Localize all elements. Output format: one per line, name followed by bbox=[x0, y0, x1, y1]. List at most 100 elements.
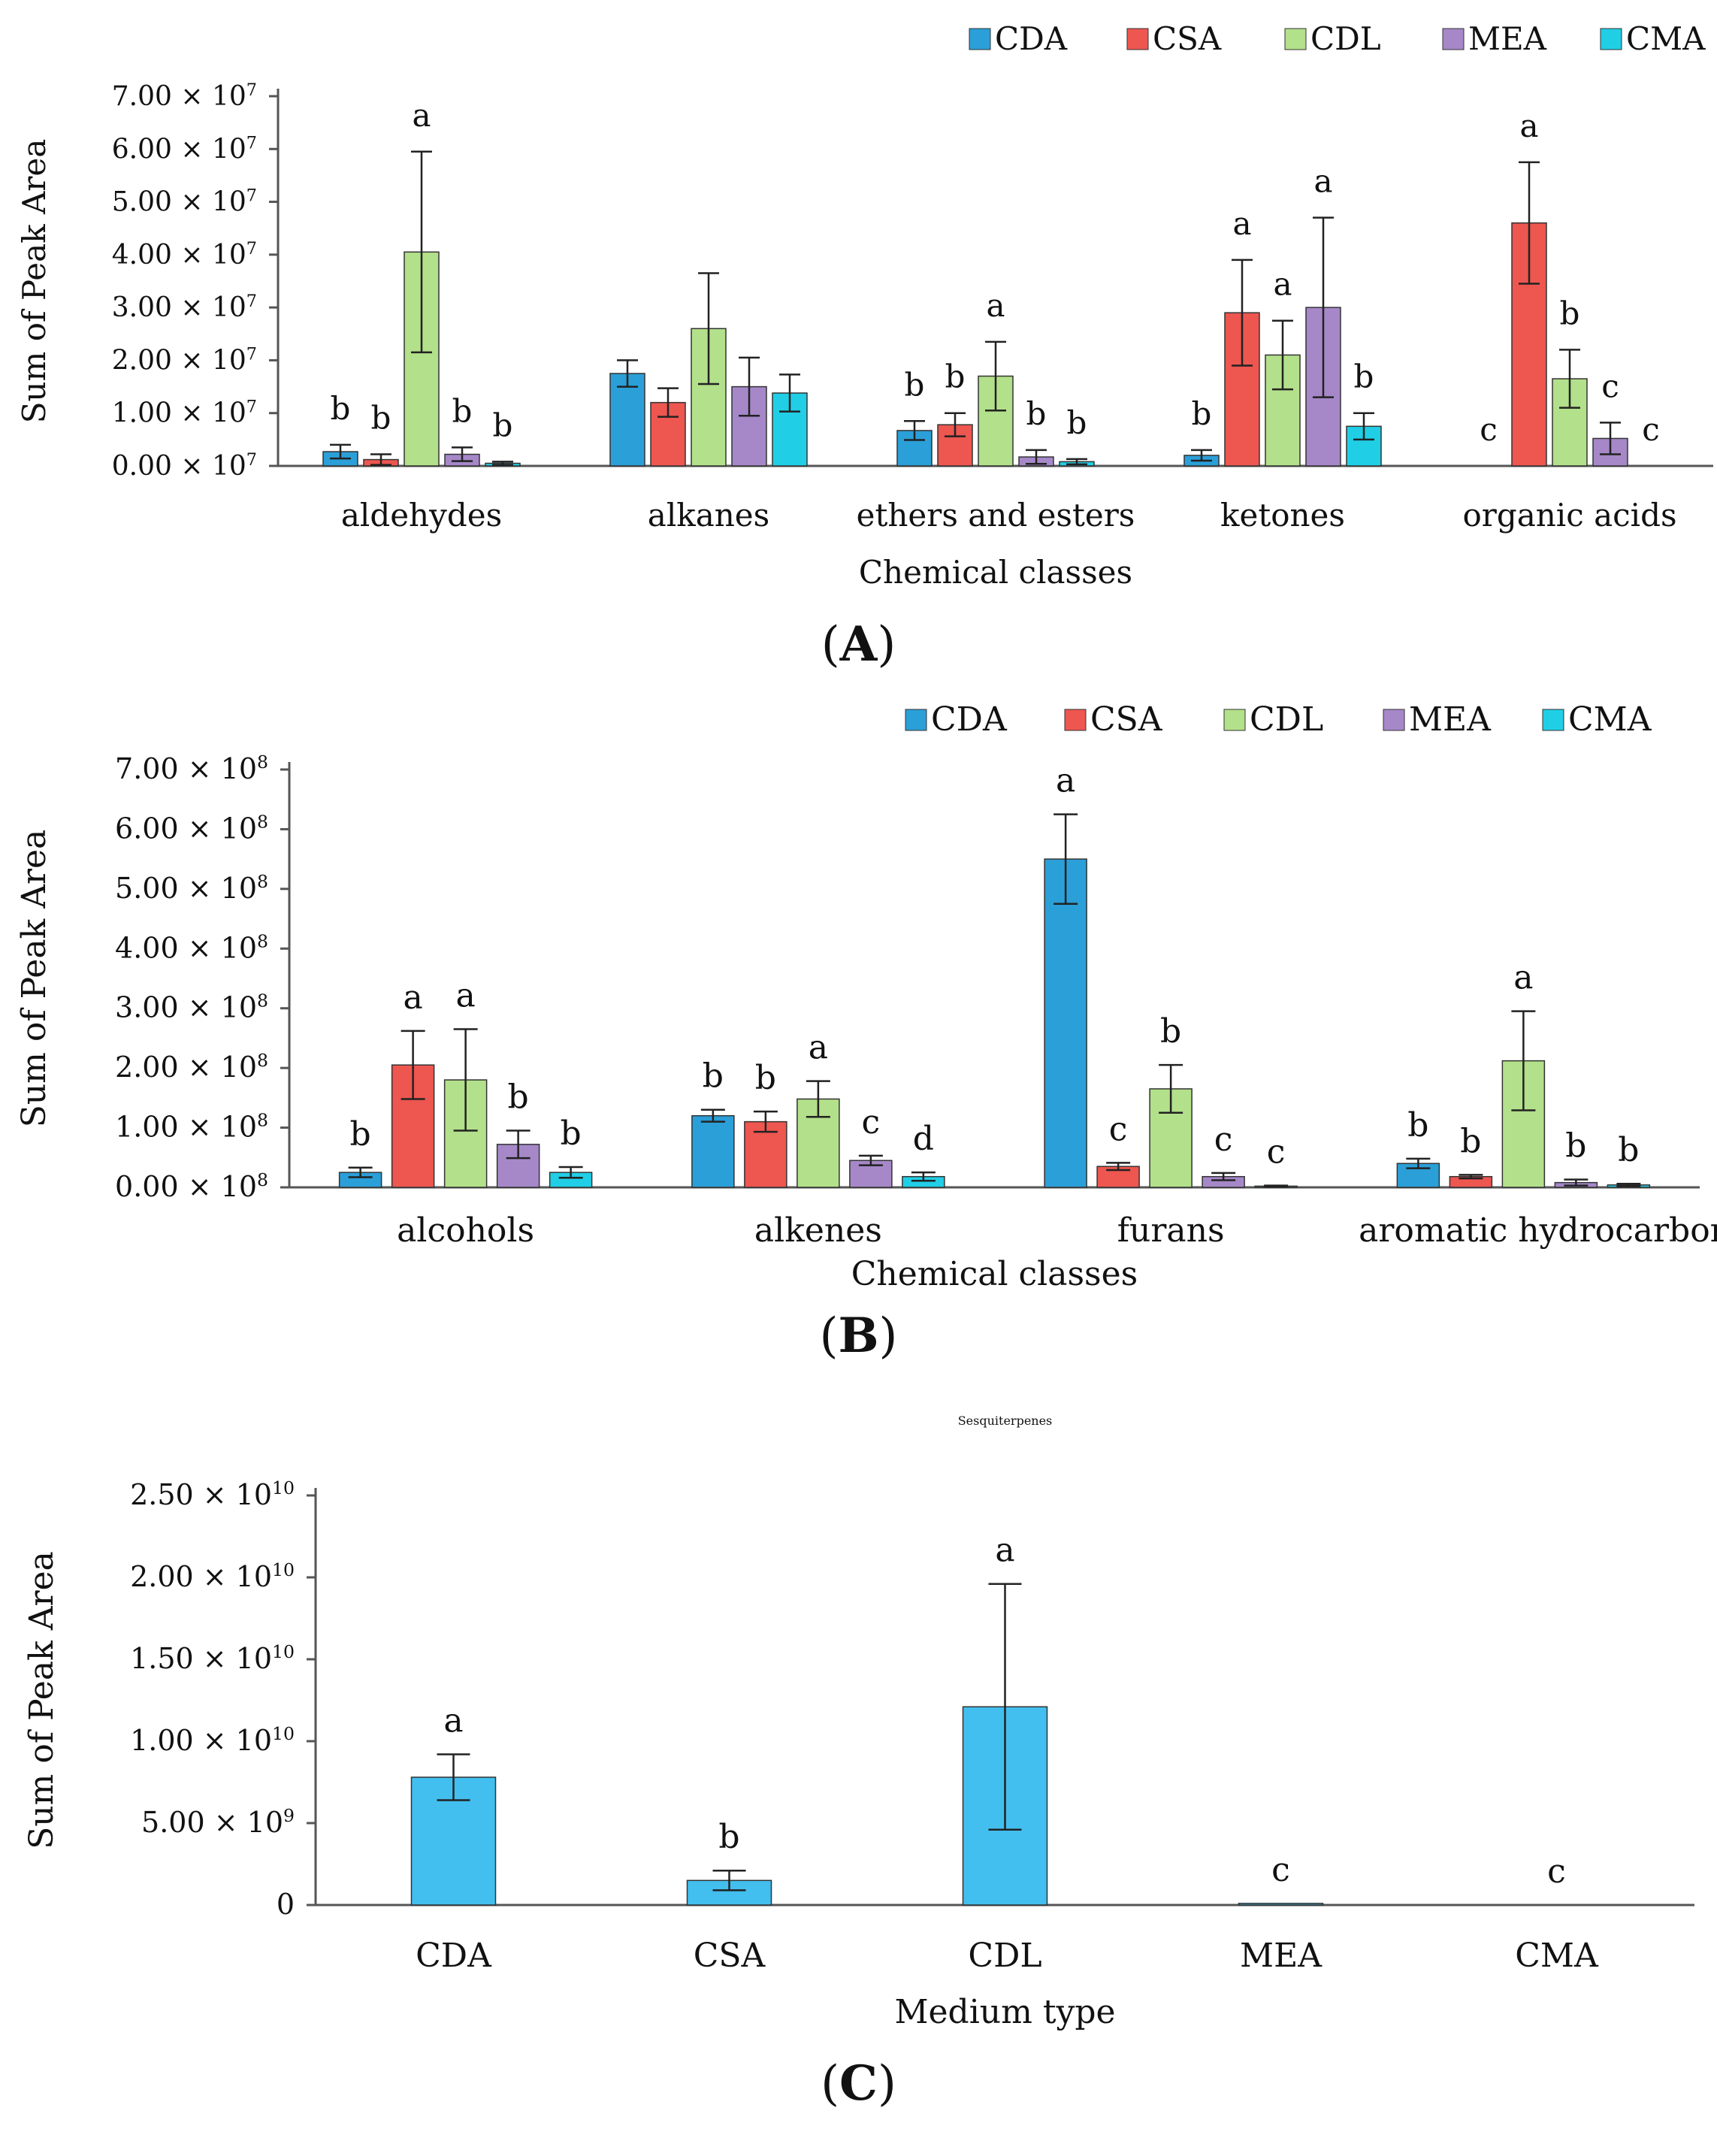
x-axis-label: Medium type bbox=[894, 1993, 1115, 2031]
x-tick-label-organic-acids: organic acids bbox=[1462, 497, 1676, 534]
legend-label-cdl: CDL bbox=[1310, 20, 1381, 57]
significance-letter-cma-furans: c bbox=[1267, 1133, 1286, 1172]
significance-letter-cdl-furans: b bbox=[1160, 1012, 1181, 1051]
bar-cda-furans bbox=[1044, 858, 1087, 1188]
legend-swatch-mea bbox=[1383, 709, 1405, 731]
x-axis-label: Chemical classes bbox=[859, 554, 1132, 591]
significance-letter-csa-aromatic-hydrocarbons: b bbox=[1460, 1122, 1481, 1160]
significance-letter-mea-ketones: a bbox=[1313, 163, 1332, 200]
x-tick-label-ethers-and-esters: ethers and esters bbox=[857, 497, 1135, 534]
y-tick-label: 3.00 × 108 bbox=[115, 990, 268, 1024]
significance-letter-cdl-alcohols: a bbox=[456, 977, 476, 1015]
legend-swatch-csa bbox=[1126, 28, 1149, 50]
significance-letter-mea-organic-acids: c bbox=[1601, 367, 1619, 404]
significance-letter-csa-organic-acids: a bbox=[1519, 107, 1538, 144]
y-tick-label: 0.00 × 107 bbox=[112, 450, 257, 482]
x-tick-label-alcohols: alcohols bbox=[397, 1211, 534, 1250]
significance-letter-mea-alkenes: c bbox=[862, 1103, 881, 1142]
x-tick-label-aromatic-hydrocarbons: aromatic hydrocarbons bbox=[1359, 1211, 1717, 1250]
x-tick-label-ketones: ketones bbox=[1220, 497, 1345, 534]
legend-label-cma: CMA bbox=[1626, 20, 1706, 57]
panel-b: 0.00 × 108 1.00 × 108 2.00 × 108 3.00 × 108… bbox=[0, 684, 1717, 1364]
bar-cda-alkanes bbox=[609, 373, 645, 467]
significance-letter-csa-furans: c bbox=[1109, 1110, 1128, 1148]
y-tick-label: 5.00 × 109 bbox=[141, 1805, 295, 1839]
legend-swatch-cma bbox=[1600, 28, 1622, 50]
y-axis-label: Sum of Peak Area bbox=[23, 1551, 61, 1849]
x-tick-label-aldehydes: aldehydes bbox=[341, 497, 502, 534]
significance-letter-sesquiterpenes-csa: b bbox=[718, 1818, 739, 1856]
bar-cda-alkenes bbox=[691, 1114, 735, 1188]
y-tick-label: 7.00 × 108 bbox=[115, 751, 268, 785]
significance-letter-mea-aldehydes: b bbox=[452, 392, 473, 429]
significance-letter-sesquiterpenes-cdl: a bbox=[995, 1532, 1014, 1570]
legend-swatch-cma bbox=[1542, 709, 1564, 731]
significance-letter-cda-ethers-and-esters: b bbox=[905, 366, 925, 403]
significance-letter-cma-ethers-and-esters: b bbox=[1067, 404, 1087, 441]
significance-letter-cdl-ketones: a bbox=[1273, 266, 1292, 303]
legend-label-mea: MEA bbox=[1468, 20, 1547, 57]
significance-letter-cdl-ethers-and-esters: a bbox=[986, 287, 1005, 324]
legend-label-csa: CSA bbox=[1090, 700, 1163, 739]
y-tick-label: 6.00 × 108 bbox=[115, 811, 268, 845]
y-axis-label: Sum of Peak Area bbox=[15, 830, 53, 1128]
legend-swatch-mea bbox=[1442, 28, 1465, 50]
significance-letter-sesquiterpenes-cma: c bbox=[1547, 1852, 1566, 1891]
significance-letter-cma-alcohols: b bbox=[561, 1114, 582, 1153]
significance-letter-cdl-organic-acids: b bbox=[1560, 295, 1580, 331]
significance-letter-cda-aldehydes: b bbox=[331, 390, 351, 427]
y-tick-label: 3.00 × 107 bbox=[112, 292, 257, 323]
chart-a: 0.00 × 107 1.00 × 107 2.00 × 107 3.00 × 107… bbox=[16, 20, 1713, 591]
x-tick-label-alkanes: alkanes bbox=[648, 497, 769, 534]
legend-label-cdl: CDL bbox=[1250, 700, 1323, 739]
significance-letter-cdl-aromatic-hydrocarbons: a bbox=[1513, 959, 1533, 997]
x-tick-label-cma: CMA bbox=[1515, 1937, 1599, 1975]
x-tick-label-cdl: CDL bbox=[968, 1937, 1041, 1975]
significance-letter-cda-aromatic-hydrocarbons: b bbox=[1407, 1106, 1428, 1145]
y-tick-label: 1.00 × 1010 bbox=[130, 1723, 295, 1757]
y-tick-label: 0 bbox=[277, 1888, 295, 1921]
significance-letter-mea-aromatic-hydrocarbons: b bbox=[1565, 1127, 1586, 1166]
significance-letter-csa-aldehydes: b bbox=[371, 400, 391, 437]
legend-swatch-cda bbox=[969, 28, 991, 50]
y-tick-label: 2.00 × 108 bbox=[115, 1050, 268, 1084]
significance-letter-csa-ethers-and-esters: b bbox=[945, 358, 966, 395]
legend-label-csa: CSA bbox=[1153, 20, 1222, 57]
panel-label-b: (B) bbox=[819, 1308, 898, 1364]
x-tick-label-mea: MEA bbox=[1240, 1937, 1323, 1975]
y-axis-label: Sum of Peak Area bbox=[16, 139, 53, 424]
significance-letter-mea-alcohols: b bbox=[508, 1078, 529, 1117]
y-tick-label: 7.00 × 107 bbox=[112, 80, 257, 112]
x-tick-label-alkenes: alkenes bbox=[754, 1211, 882, 1250]
chart-c: 0 5.00 × 109 1.00 × 1010 1.50 × 1010 2.00 × … bbox=[23, 1414, 1694, 2031]
significance-letter-sesquiterpenes-cda: a bbox=[443, 1701, 463, 1740]
y-tick-label: 4.00 × 107 bbox=[112, 239, 257, 271]
y-tick-label: 1.50 × 1010 bbox=[130, 1641, 295, 1675]
legend-swatch-cdl bbox=[1284, 28, 1307, 50]
x-tick-label-cda: CDA bbox=[416, 1937, 492, 1975]
bar-sesquiterpenes-mea bbox=[1238, 1903, 1324, 1906]
panel-label-c: (C) bbox=[821, 2055, 896, 2112]
x-tick-label-csa: CSA bbox=[694, 1937, 766, 1975]
chart-title: Sesquiterpenes bbox=[958, 1414, 1053, 1428]
significance-letter-mea-ethers-and-esters: b bbox=[1026, 395, 1047, 432]
significance-letter-cda-alkenes: b bbox=[703, 1057, 724, 1096]
chart-b: 0.00 × 108 1.00 × 108 2.00 × 108 3.00 × 108… bbox=[15, 700, 1717, 1293]
significance-letter-cma-alkenes: d bbox=[913, 1120, 934, 1158]
legend-swatch-cdl bbox=[1223, 709, 1246, 731]
significance-letter-mea-furans: c bbox=[1214, 1120, 1233, 1159]
significance-letter-cma-aldehydes: b bbox=[493, 407, 513, 443]
legend-swatch-cda bbox=[905, 709, 927, 731]
panel-c: 0 5.00 × 109 1.00 × 1010 1.50 × 1010 2.00 × … bbox=[0, 1375, 1717, 2112]
y-tick-label: 2.00 × 107 bbox=[112, 344, 257, 376]
y-tick-label: 4.00 × 108 bbox=[115, 930, 268, 964]
significance-letter-csa-ketones: a bbox=[1232, 205, 1251, 242]
legend-label-mea: MEA bbox=[1409, 700, 1492, 739]
significance-letter-cdl-aldehydes: a bbox=[412, 97, 431, 134]
significance-letter-sesquiterpenes-mea: c bbox=[1271, 1851, 1290, 1889]
significance-letter-cma-aromatic-hydrocarbons: b bbox=[1618, 1131, 1639, 1169]
y-tick-label: 5.00 × 108 bbox=[115, 871, 268, 905]
panel-a: 0.00 × 107 1.00 × 107 2.00 × 107 3.00 × 107… bbox=[0, 0, 1717, 673]
x-axis-label: Chemical classes bbox=[851, 1255, 1138, 1293]
x-tick-label-furans: furans bbox=[1117, 1211, 1225, 1250]
